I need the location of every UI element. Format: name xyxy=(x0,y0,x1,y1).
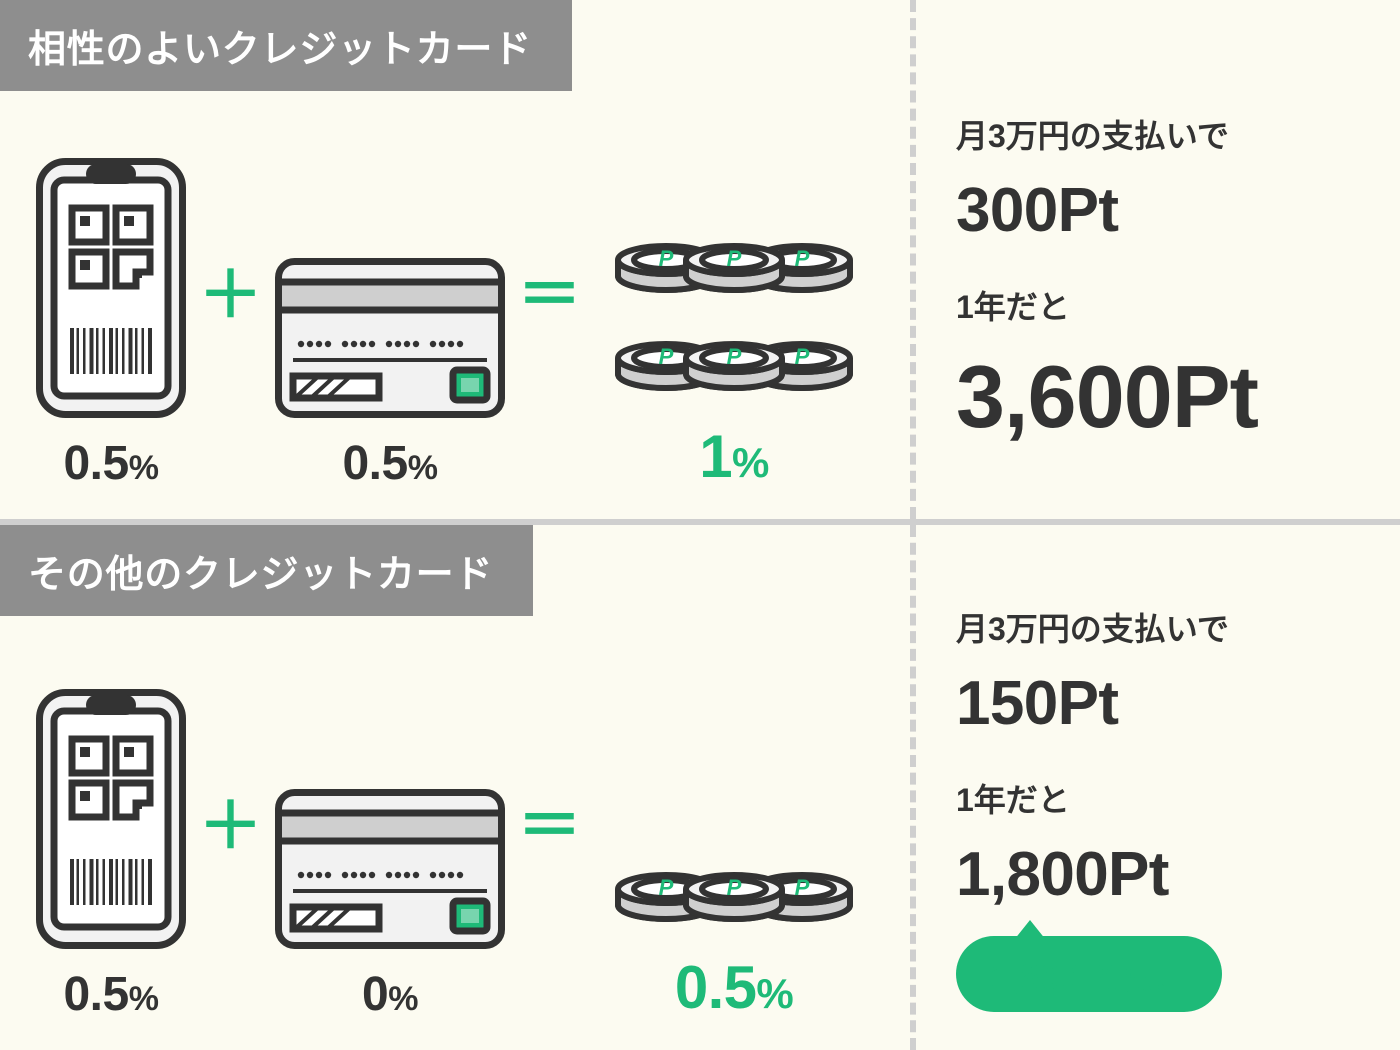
coin-stack-icon: P P P xyxy=(594,312,874,404)
summary-panel: 月3万円の支払いで 150Pt 1年だと 1,800Pt 1,800Pt損！ xyxy=(910,525,1400,1050)
coin-row: P P P xyxy=(594,843,874,935)
row-1: その他のクレジットカード 0.5% ＋ xyxy=(0,525,1400,1050)
term-result: P P P P P xyxy=(594,214,874,491)
percentage: 0.5% xyxy=(63,967,158,1022)
percentage-value: 0.5 xyxy=(63,968,128,1021)
monthly-label: 月3万円の支払いで xyxy=(956,604,1370,650)
plus-operator: ＋ xyxy=(199,775,263,867)
equation: 0.5% ＋ 0.5% ＝ P P xyxy=(36,158,874,491)
credit-card-icon xyxy=(275,789,505,949)
percent-sign: % xyxy=(129,980,159,1018)
section-title: その他のクレジットカード xyxy=(0,525,533,616)
percent-sign: % xyxy=(408,449,438,487)
coins-wrap: P P P P P xyxy=(594,214,874,404)
monthly-value: 300Pt xyxy=(956,175,1370,246)
coin-stack-icon: P P P xyxy=(594,843,874,935)
percent-sign: % xyxy=(388,980,418,1018)
credit-card-icon xyxy=(275,258,505,418)
svg-text:P: P xyxy=(795,344,810,369)
equation-panel: その他のクレジットカード 0.5% ＋ xyxy=(0,525,910,1050)
yearly-label: 1年だと xyxy=(956,282,1370,328)
svg-text:P: P xyxy=(727,246,742,271)
yearly-value: 3,600Pt xyxy=(956,346,1370,448)
svg-text:P: P xyxy=(795,246,810,271)
svg-text:P: P xyxy=(659,246,674,271)
phone-icon xyxy=(36,158,186,418)
percentage: 0% xyxy=(362,967,418,1022)
svg-text:P: P xyxy=(659,875,674,900)
equals-operator: ＝ xyxy=(518,244,582,336)
plus-operator: ＋ xyxy=(199,244,263,336)
percent-sign: % xyxy=(756,970,793,1017)
percentage-value: 0.5 xyxy=(342,437,407,490)
yearly-label: 1年だと xyxy=(956,775,1370,821)
percentage-value: 0.5 xyxy=(63,437,128,490)
phone-icon xyxy=(36,689,186,949)
monthly-value: 150Pt xyxy=(956,668,1370,739)
svg-text:P: P xyxy=(727,344,742,369)
percent-sign: % xyxy=(129,449,159,487)
percentage: 0.5% xyxy=(342,436,437,491)
percentage-value: 0 xyxy=(362,968,388,1021)
equation-panel: 相性のよいクレジットカード 0.5% ＋ xyxy=(0,0,910,519)
summary-panel: 月3万円の支払いで 300Pt 1年だと 3,600Pt xyxy=(910,0,1400,519)
loss-badge-wrap: 1,800Pt損！ xyxy=(956,936,1370,1012)
equals-operator: ＝ xyxy=(518,775,582,867)
svg-text:P: P xyxy=(795,875,810,900)
term-phone: 0.5% xyxy=(36,689,186,1022)
coin-row: P P P xyxy=(594,312,874,404)
coin-stack-icon: P P P xyxy=(594,214,874,306)
row-0: 相性のよいクレジットカード 0.5% ＋ xyxy=(0,0,1400,525)
loss-badge: 1,800Pt損！ xyxy=(956,936,1222,1012)
percentage: 0.5% xyxy=(63,436,158,491)
section-title: 相性のよいクレジットカード xyxy=(0,0,572,91)
percent-sign: % xyxy=(732,439,769,486)
svg-text:P: P xyxy=(727,875,742,900)
percentage: 1% xyxy=(699,422,769,491)
term-card: 0.5% xyxy=(275,258,505,491)
percentage: 0.5% xyxy=(675,953,793,1022)
yearly-value: 1,800Pt xyxy=(956,839,1370,910)
percentage-value: 0.5 xyxy=(675,954,757,1021)
percentage-value: 1 xyxy=(699,423,732,490)
equation: 0.5% ＋ 0% ＝ P P xyxy=(36,689,874,1022)
monthly-label: 月3万円の支払いで xyxy=(956,111,1370,157)
term-result: P P P 0.5% xyxy=(594,843,874,1022)
term-phone: 0.5% xyxy=(36,158,186,491)
svg-text:P: P xyxy=(659,344,674,369)
term-card: 0% xyxy=(275,789,505,1022)
coin-row: P P P xyxy=(594,214,874,306)
coins-wrap: P P P xyxy=(594,843,874,935)
